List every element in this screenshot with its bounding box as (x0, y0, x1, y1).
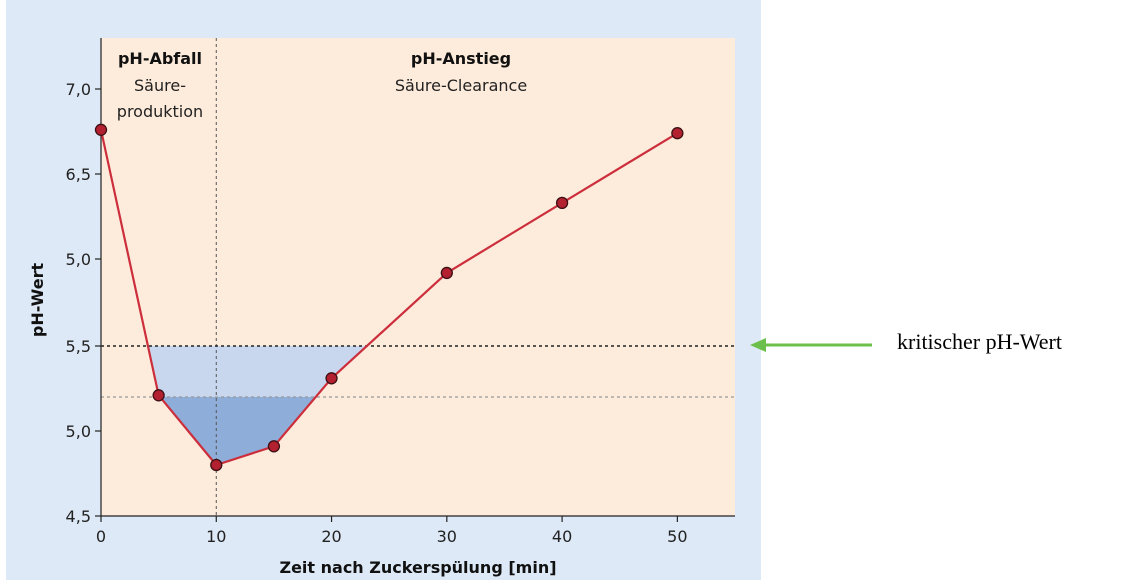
x-tick-label: 30 (437, 527, 457, 546)
x-axis-ticks: 0 10 20 30 40 50 (96, 516, 688, 546)
x-tick-label: 50 (667, 527, 687, 546)
data-point (94, 123, 108, 136)
data-point (671, 127, 684, 140)
x-axis-title: Zeit nach Zuckerspülung [min] (279, 558, 556, 577)
x-tick-label: 20 (321, 527, 341, 546)
data-point (152, 389, 165, 402)
region-rise-title: pH-Anstieg (411, 49, 511, 68)
x-tick-label: 40 (552, 527, 572, 546)
data-point (440, 266, 453, 280)
data-point (210, 458, 223, 472)
ph-series-line (99, 129, 678, 467)
data-point (267, 440, 281, 453)
region-fall-title: pH-Abfall (118, 49, 202, 68)
y-tick-label: 6,5 (66, 165, 91, 184)
y-axis-title: pH-Wert (28, 263, 47, 338)
y-tick-label: 5,0 (66, 422, 91, 441)
region-fall-subtitle-line2: produktion (117, 102, 203, 121)
annotation-arrow-icon (750, 338, 766, 352)
y-tick-label: 5,0 (66, 250, 91, 269)
x-tick-label: 0 (96, 527, 106, 546)
ph-data-points (94, 123, 684, 472)
x-tick-label: 10 (206, 527, 226, 546)
region-rise-subtitle-line1: Säure-Clearance (395, 76, 527, 95)
y-tick-label: 5,5 (66, 337, 91, 356)
y-tick-label: 7,0 (66, 80, 91, 99)
y-tick-label: 4,5 (66, 507, 91, 526)
critical-area-lower-fill (160, 397, 316, 465)
region-fall-subtitle-line1: Säure- (134, 76, 186, 95)
data-point (555, 196, 569, 210)
data-point (325, 372, 338, 385)
critical-ph-annotation: kritischer pH-Wert (897, 329, 1062, 354)
y-axis-ticks: 4,5 5,0 5,5 5,0 6,5 7,0 (66, 80, 101, 526)
